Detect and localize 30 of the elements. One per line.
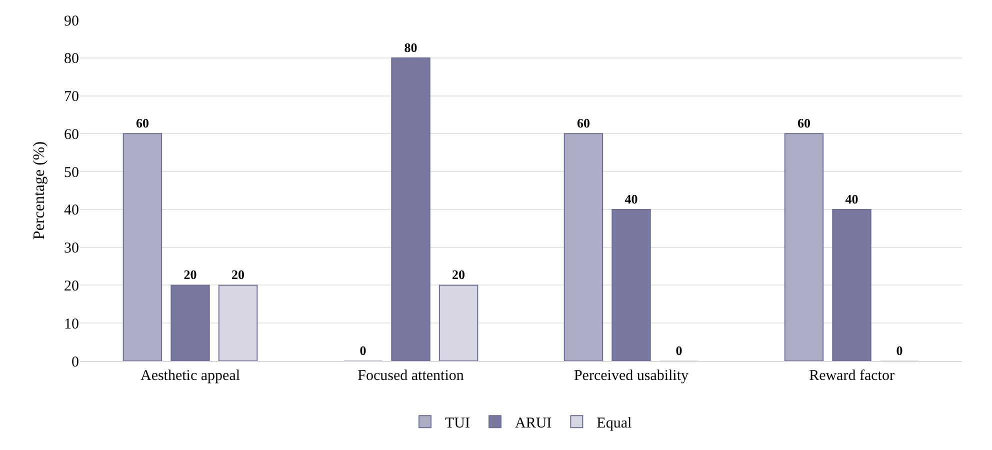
data-label: 20	[184, 267, 197, 282]
legend-label: Equal	[596, 415, 632, 432]
data-label: 40	[845, 191, 858, 206]
y-tick-label: 70	[64, 89, 79, 106]
y-tick-label: 20	[64, 278, 79, 294]
data-label: 60	[136, 116, 149, 131]
data-label: 40	[624, 191, 638, 206]
data-label: 20	[232, 267, 245, 282]
y-tick-label: 90	[64, 13, 79, 30]
data-label: 0	[676, 343, 682, 358]
data-label: 0	[360, 343, 366, 358]
legend-label: TUI	[445, 415, 470, 432]
y-tick-label: 80	[64, 51, 79, 68]
y-axis-title: Percentage (%)	[30, 141, 48, 240]
x-tick-label: Aesthetic appeal	[140, 368, 240, 384]
legend-label: ARUI	[515, 415, 552, 432]
y-tick-label: 40	[64, 202, 79, 219]
x-tick-label: Reward factor	[809, 368, 894, 384]
x-tick-label: Focused attention	[358, 368, 464, 384]
data-label: 0	[896, 343, 903, 358]
x-tick-label: Perceived usability	[574, 368, 690, 384]
data-label: 20	[452, 267, 466, 282]
y-tick-label: 30	[64, 240, 79, 257]
y-tick-label: 60	[64, 126, 79, 143]
y-tick-label: 10	[64, 316, 79, 332]
y-tick-label: 0	[72, 354, 79, 370]
y-tick-label: 50	[64, 164, 79, 181]
data-label: 80	[404, 40, 418, 55]
data-label: 60	[576, 116, 590, 131]
data-label: 60	[797, 116, 810, 131]
